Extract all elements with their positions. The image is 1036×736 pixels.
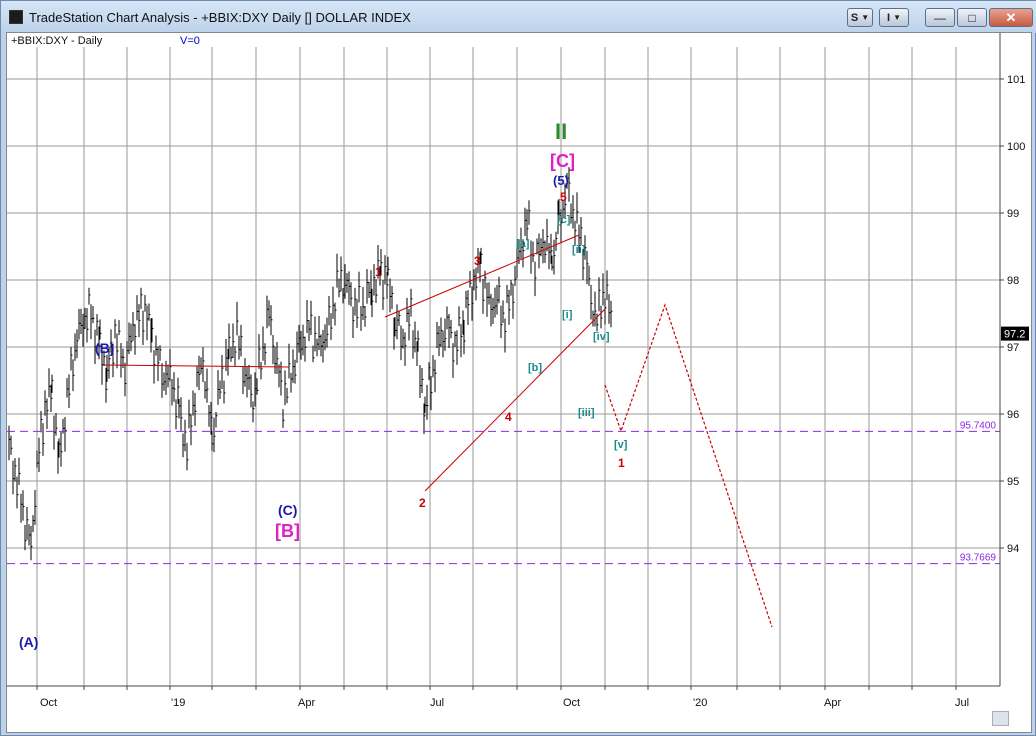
minimize-button[interactable]: —: [925, 8, 955, 27]
support-level-label: 95.7400: [960, 420, 997, 431]
price-axis-label: 96: [1007, 409, 1019, 421]
chart-overlays: 95.7400 93.7669 (A) (B) (C) [B] II [C] (5) 5 [c] [a…: [7, 119, 1000, 650]
price-bars: [8, 167, 613, 561]
price-axis-label: 97: [1007, 342, 1019, 354]
volume-label: V=0: [180, 35, 200, 47]
b-wave-top-line: [102, 364, 290, 368]
wave-label: 5: [560, 190, 567, 204]
time-axis-label: '19: [171, 697, 185, 709]
chart-area[interactable]: +BBIX:DXY - Daily V=0 95.7400 93.7669 (A) (…: [6, 32, 1032, 733]
close-button[interactable]: ✕: [989, 8, 1033, 27]
chart-scroll-handle[interactable]: [992, 711, 1009, 726]
wave-label: [iv]: [593, 331, 610, 343]
wave-label: (C): [278, 502, 297, 518]
wave-label: (B): [95, 340, 114, 356]
last-price-marker: [1001, 326, 1029, 341]
projection-path: [604, 303, 773, 628]
title-bar[interactable]: TradeStation Chart Analysis - +BBIX:DXY …: [1, 1, 1036, 33]
maximize-button[interactable]: □: [957, 8, 987, 27]
wave-label: 2: [419, 496, 426, 510]
time-axis-label: Apr: [298, 697, 315, 709]
symbol-label: +BBIX:DXY - Daily: [11, 35, 103, 47]
support-level-label: 93.7669: [960, 553, 997, 564]
window-title: TradeStation Chart Analysis - +BBIX:DXY …: [29, 10, 411, 25]
app-icon: [9, 10, 23, 24]
price-axis-label: 98: [1007, 275, 1019, 287]
last-price-label: 97.2: [1004, 329, 1025, 341]
price-axis-label: 99: [1007, 208, 1019, 220]
wave-label: (A): [19, 634, 38, 650]
price-chart[interactable]: 95.7400 93.7669 (A) (B) (C) [B] II [C] (5) 5 [c] [a…: [7, 33, 1031, 732]
time-axis-label: Oct: [563, 697, 580, 709]
maximize-icon: □: [968, 10, 976, 25]
wave-label: II: [555, 119, 567, 144]
wave-label: 3: [474, 254, 481, 268]
time-axis-label: Jul: [955, 697, 969, 709]
wave-label: [c]: [557, 214, 571, 226]
price-axis-label: 100: [1007, 141, 1025, 153]
wave-label: [v]: [614, 439, 628, 451]
chart-axes: 102101100999897969594Oct'19AprJulOct'20A…: [7, 33, 1029, 709]
close-icon: ✕: [1005, 9, 1017, 25]
wedge-lower-trendline: [424, 308, 606, 492]
wave-label: [B]: [275, 521, 300, 541]
time-axis-label: Apr: [824, 697, 841, 709]
wave-label: [i]: [562, 309, 573, 321]
minimize-icon: —: [934, 10, 946, 25]
wave-label: [iii]: [578, 407, 595, 419]
wave-label: (5): [553, 173, 569, 188]
time-axis-label: Oct: [40, 697, 57, 709]
symbol-link-button[interactable]: S ▼: [847, 8, 873, 27]
wave-label: 4: [505, 410, 512, 424]
wave-label: [ii]: [572, 244, 586, 256]
wave-label: 1: [375, 265, 382, 279]
wave-label: [C]: [550, 151, 575, 171]
wedge-upper-trendline: [384, 234, 580, 318]
price-axis-label: 95: [1007, 476, 1019, 488]
price-axis-label: 94: [1007, 543, 1019, 555]
wave-label: [b]: [528, 362, 542, 374]
dropdown-arrow-icon: ▼: [861, 13, 870, 22]
time-axis-label: '20: [693, 697, 707, 709]
time-axis-label: Jul: [430, 697, 444, 709]
price-axis-label: 101: [1007, 74, 1025, 86]
interval-link-button[interactable]: I ▼: [879, 8, 909, 27]
chart-grid: [7, 47, 1000, 686]
wave-label: 1: [618, 456, 625, 470]
wave-label: [a]: [516, 238, 530, 250]
dropdown-arrow-icon: ▼: [893, 13, 901, 22]
